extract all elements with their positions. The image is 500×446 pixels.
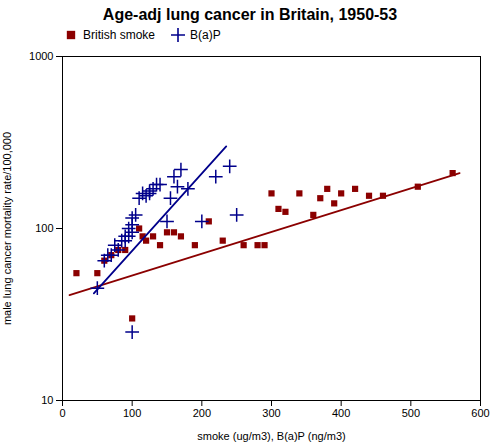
svg-text:500: 500 xyxy=(402,407,420,419)
svg-text:100: 100 xyxy=(35,222,53,234)
html-text:Age-adj lung cancer in Britain: Age-adj lung cancer in Britain, 1950-53 xyxy=(102,6,398,23)
svg-text:1000: 1000 xyxy=(29,50,53,62)
svg-text:200: 200 xyxy=(193,407,211,419)
svg-text:400: 400 xyxy=(332,407,350,419)
svg-text:600: 600 xyxy=(471,407,489,419)
svg-text:300: 300 xyxy=(262,407,280,419)
svg-text:10: 10 xyxy=(41,394,53,406)
html-text:B(a)P: B(a)P xyxy=(190,28,221,42)
svg-text:100: 100 xyxy=(123,407,141,419)
svg-text:0: 0 xyxy=(59,407,65,419)
html-text:British smoke: British smoke xyxy=(83,28,155,42)
svg-text:smoke (ug/m3), B(a)P (ng/m3): smoke (ug/m3), B(a)P (ng/m3) xyxy=(197,430,345,442)
svg-text:male lung cancer mortality rat: male lung cancer mortality rate/100,000 xyxy=(1,132,13,325)
